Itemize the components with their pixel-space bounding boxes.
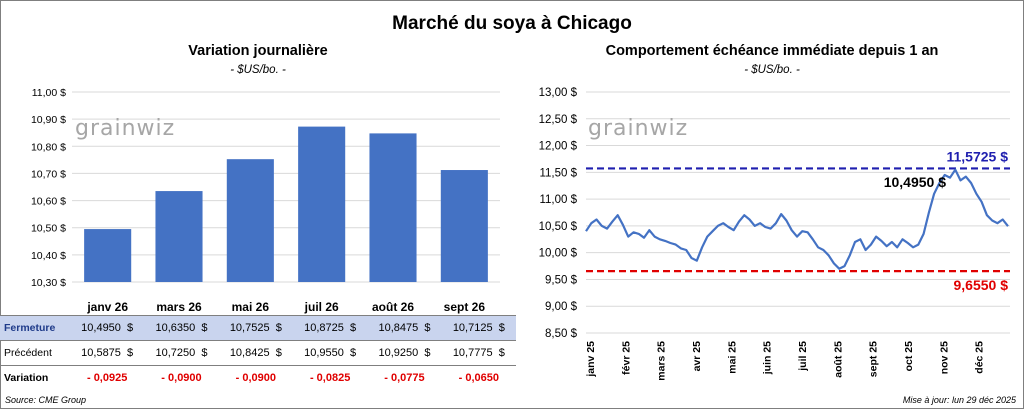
y-tick-label: 11,50 $: [539, 167, 577, 179]
settlement-table: Fermeture 10,4950 $ 10,6350 $ 10,7525 $ …: [0, 315, 516, 390]
table-cell: 10,7775 $: [441, 340, 516, 366]
y-tick-label: 10,80 $: [31, 141, 66, 153]
y-tick-label: 10,50 $: [31, 223, 66, 235]
last-value-label: 10,4950 $: [884, 174, 946, 190]
y-tick-label: 9,50 $: [545, 274, 578, 286]
x-tick-label: mai 25: [726, 341, 738, 374]
right-chart-unit: - $US/bo. -: [744, 64, 800, 76]
daily-variation-bar-chart: 10,30 $ 10,40 $ 10,50 $ 10,60 $ 10,70 $ 10,80…: [31, 87, 500, 314]
table-cell: 10,9250 $: [367, 340, 442, 366]
y-tick-label: 10,90 $: [31, 114, 66, 126]
x-tick-label: juil 25: [797, 341, 809, 372]
table-row-variation: Variation - 0,0925 - 0,0900 - 0,0900 - 0…: [0, 366, 516, 391]
table-row-fermeture: Fermeture 10,4950 $ 10,6350 $ 10,7525 $ …: [0, 315, 516, 341]
bar: [84, 229, 132, 282]
x-tick-label: avr 25: [691, 341, 703, 372]
page-title: Marché du soya à Chicago: [392, 13, 632, 34]
y-tick-label: 8,50 $: [545, 328, 578, 340]
x-tick-label: mars 25: [656, 341, 668, 381]
bar: [369, 133, 417, 282]
table-cell: 10,4950 $: [70, 315, 145, 341]
row-label: Variation: [4, 372, 49, 384]
y-tick-label: 9,00 $: [545, 301, 578, 313]
table-cell: - 0,0775: [384, 372, 425, 384]
high-value-label: 11,5725 $: [946, 148, 1008, 164]
bar: [298, 126, 346, 282]
row-label: Fermeture: [0, 315, 70, 341]
x-tick-label: déc 25: [974, 341, 986, 374]
row-label: Précédent: [0, 340, 70, 366]
x-tick-label: janv 26: [86, 300, 128, 314]
y-tick-label: 10,70 $: [31, 168, 66, 180]
x-tick-label: juil 26: [304, 300, 339, 314]
low-value-label: 9,6550 $: [954, 277, 1009, 293]
table-cell: 10,8425 $: [218, 340, 293, 366]
x-tick-label: juin 25: [762, 341, 774, 375]
x-tick-label: janv 25: [585, 341, 597, 378]
y-tick-label: 12,50 $: [539, 114, 578, 126]
table-cell: 10,8475 $: [367, 315, 442, 341]
table-cell: - 0,0900: [235, 372, 276, 384]
watermark-logo-right: grainwiz: [588, 116, 689, 141]
bar: [440, 170, 488, 282]
table-cell: 10,7525 $: [218, 315, 293, 341]
y-tick-label: 13,00 $: [539, 87, 578, 99]
table-row-precedent: Précédent 10,5875 $ 10,7250 $ 10,8425 $ …: [0, 340, 516, 366]
table-cell: 10,8725 $: [292, 315, 368, 341]
y-tick-label: 10,60 $: [31, 196, 66, 208]
right-chart-title: Comportement échéance immédiate depuis 1…: [605, 43, 939, 59]
table-cell: 10,9550 $: [292, 340, 368, 366]
bar: [155, 191, 203, 282]
x-tick-label: oct 25: [903, 341, 915, 372]
x-tick-label: févr 25: [620, 341, 632, 375]
x-tick-label: sept 25: [868, 341, 880, 377]
table-cell: - 0,0825: [309, 372, 351, 384]
y-tick-label: 11,00 $: [32, 87, 66, 99]
source-note: Source: CME Group: [5, 395, 87, 405]
y-tick-label: 10,00 $: [539, 248, 578, 260]
x-tick-label: mai 26: [232, 300, 270, 314]
table-cell: 10,6350 $: [144, 315, 219, 341]
watermark-logo-left: grainwiz: [75, 116, 176, 141]
y-tick-label: 10,30 $: [31, 277, 66, 289]
price-series-line: [585, 168, 1009, 270]
y-tick-label: 11,00 $: [539, 194, 577, 206]
y-tick-label: 12,00 $: [539, 141, 578, 153]
table-cell: - 0,0900: [161, 372, 202, 384]
left-chart-unit: - $US/bo. -: [230, 64, 286, 76]
left-chart-title: Variation journalière: [188, 43, 328, 59]
x-tick-label: nov 25: [938, 341, 950, 374]
table-cell: - 0,0925: [86, 372, 128, 384]
x-tick-label: sept 26: [444, 300, 486, 314]
y-tick-label: 10,40 $: [31, 250, 66, 262]
x-tick-label: août 25: [832, 341, 844, 378]
x-tick-label: mars 26: [156, 300, 202, 314]
bar: [226, 159, 274, 282]
table-cell: 10,7125 $: [441, 315, 516, 341]
table-cell: 10,7250 $: [144, 340, 219, 366]
y-tick-label: 10,50 $: [539, 221, 578, 233]
table-cell: - 0,0650: [458, 372, 499, 384]
x-tick-label: août 26: [372, 300, 414, 314]
front-month-line-chart: 8,50 $ 9,00 $ 9,50 $ 10,00 $ 10,50 $ 11,00 $ 1…: [539, 87, 1010, 381]
table-cell: 10,5875 $: [70, 340, 145, 366]
updated-note: Mise à jour: lun 29 déc 2025: [902, 395, 1016, 405]
